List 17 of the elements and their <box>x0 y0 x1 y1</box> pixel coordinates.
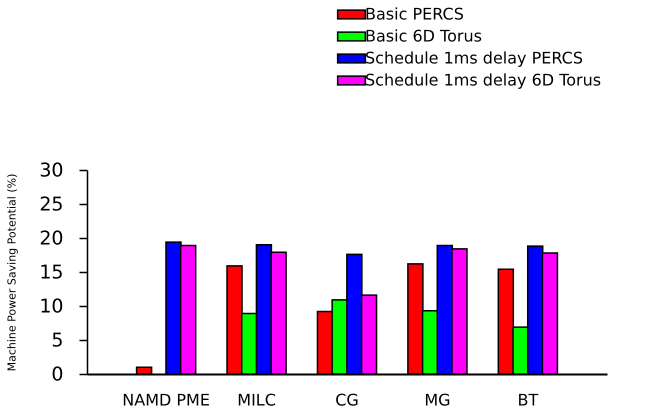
x-tick-label: MILC <box>237 390 276 406</box>
y-tick-label: 20 <box>39 228 64 250</box>
y-tick-label: 10 <box>39 296 64 318</box>
x-tick-label: NAMD PME <box>122 390 210 406</box>
y-tick-label: 5 <box>51 330 64 352</box>
x-tick-label: CG <box>335 390 359 406</box>
y-tick-label: 0 <box>51 364 64 386</box>
y-tick-label: 25 <box>39 194 64 216</box>
y-axis-title: Machine Power Saving Potential (%) <box>5 174 18 372</box>
legend-label: Basic PERCS <box>365 4 464 24</box>
x-tick-label: MG <box>424 390 451 406</box>
legend-label: Schedule 1ms delay 6D Torus <box>365 70 602 90</box>
y-tick-label: 30 <box>39 160 64 182</box>
legend-label: Basic 6D Torus <box>365 26 482 46</box>
y-tick-label: 15 <box>39 262 64 284</box>
legend-label: Schedule 1ms delay PERCS <box>365 48 584 68</box>
x-tick-label: BT <box>517 390 538 406</box>
